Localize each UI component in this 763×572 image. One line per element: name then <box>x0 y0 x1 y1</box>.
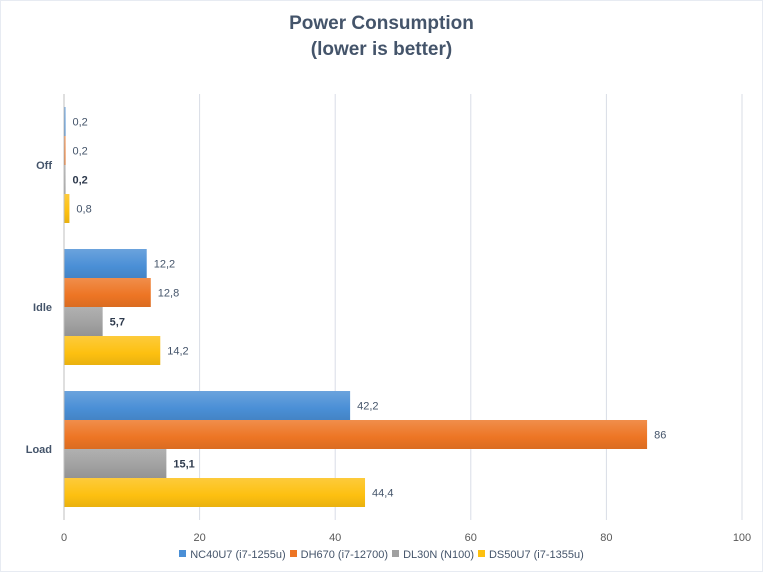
x-tick-label: 40 <box>329 532 341 544</box>
bar-idle-series-0 <box>64 249 147 278</box>
legend-swatch-icon <box>477 550 485 557</box>
gridlines <box>199 94 743 520</box>
x-tick-label: 80 <box>600 532 612 544</box>
bar-load-series-2 <box>64 449 167 478</box>
bar-load-series-1 <box>64 420 648 449</box>
x-tick-label: 20 <box>193 532 205 544</box>
data-label: 5,7 <box>110 317 125 329</box>
legend-label: DS50U7 (i7-1355u) <box>488 549 584 561</box>
data-label: 44,4 <box>372 488 393 500</box>
bars <box>64 107 648 507</box>
chart-subtitle: (lower is better) <box>310 39 453 60</box>
axes: 0 20 40 60 80 100 Off Idle Load <box>26 94 751 544</box>
legend-item: DL30N (N100) <box>392 549 474 561</box>
bar-off-series-1 <box>64 136 66 165</box>
legend-label: DH670 (i7-12700) <box>300 549 389 561</box>
bar-off-series-0 <box>64 107 66 136</box>
data-label: 15,1 <box>173 459 194 471</box>
bar-load-series-0 <box>64 391 351 420</box>
x-tick-label: 0 <box>61 532 67 544</box>
legend-item: NC40U7 (i7-1255u) <box>179 549 286 561</box>
category-label-off: Off <box>36 160 52 172</box>
chart-title: Power Consumption <box>289 13 474 34</box>
legend-item: DH670 (i7-12700) <box>289 549 389 561</box>
data-label: 0,2 <box>73 117 88 129</box>
bar-idle-series-1 <box>64 278 151 307</box>
data-label: 12,2 <box>154 259 175 271</box>
bar-off-series-2 <box>64 165 66 194</box>
category-label-idle: Idle <box>33 302 52 314</box>
data-label: 42,2 <box>357 401 378 413</box>
data-label: 86 <box>654 430 666 442</box>
legend-swatch-icon <box>392 550 400 557</box>
bar-idle-series-2 <box>64 307 103 336</box>
data-label: 0,8 <box>76 204 91 216</box>
legend-label: NC40U7 (i7-1255u) <box>190 549 286 561</box>
data-labels: 0,2 0,2 0,2 0,8 12,2 12,8 5,7 14,2 42,2 86 15,1 44,… <box>73 117 667 500</box>
legend-swatch-icon <box>289 550 297 557</box>
x-tick-label: 60 <box>465 532 477 544</box>
bar-idle-series-3 <box>64 336 161 365</box>
data-label: 0,2 <box>73 175 88 187</box>
legend-item: DS50U7 (i7-1355u) <box>477 549 584 561</box>
data-label: 0,2 <box>73 146 88 158</box>
legend-label: DL30N (N100) <box>403 549 474 561</box>
legend: NC40U7 (i7-1255u) DH670 (i7-12700) DL30N (… <box>0 549 763 561</box>
category-label-load: Load <box>26 444 52 456</box>
x-tick-label: 100 <box>733 532 751 544</box>
bar-off-series-3 <box>64 194 70 223</box>
data-label: 14,2 <box>167 346 188 358</box>
data-label: 12,8 <box>158 288 179 300</box>
bar-load-series-3 <box>64 478 366 507</box>
legend-swatch-icon <box>179 550 187 557</box>
